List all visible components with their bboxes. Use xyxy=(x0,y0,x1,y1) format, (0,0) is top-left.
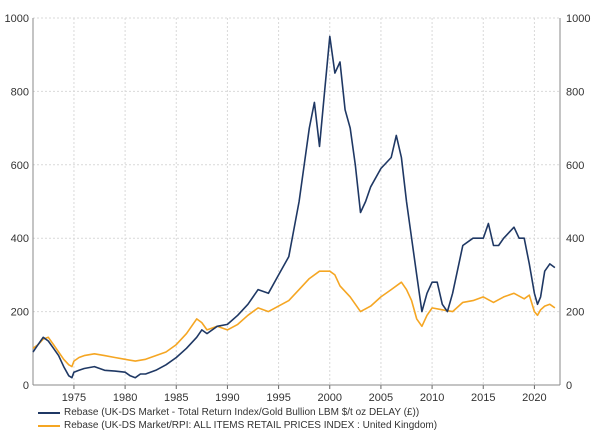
y-tick-label-left: 600 xyxy=(11,160,29,172)
y-axis-left-ticks: 0 200 400 600 800 1000 xyxy=(5,13,29,392)
legend-entry-1: Rebase (UK-DS Market - Total Return Inde… xyxy=(38,406,437,419)
y-tick-label-left: 800 xyxy=(11,86,29,98)
gridlines xyxy=(33,17,560,385)
axes xyxy=(32,18,561,389)
x-tick-label: 1980 xyxy=(113,392,137,404)
x-tick-label: 2010 xyxy=(420,392,444,404)
x-tick-label: 1995 xyxy=(266,392,290,404)
x-tick-label: 1990 xyxy=(215,392,239,404)
y-tick-label-right: 600 xyxy=(566,160,584,172)
y-tick-label-left: 200 xyxy=(11,307,29,319)
legend-swatch-2 xyxy=(38,424,60,427)
legend-label-2: Rebase (UK-DS Market/RPI: ALL ITEMS RETA… xyxy=(64,420,438,431)
x-tick-label: 2000 xyxy=(318,392,342,404)
y-tick-label-right: 0 xyxy=(566,380,572,392)
y-axis-right-ticks: 0 200 400 600 800 1000 xyxy=(566,13,590,392)
y-tick-label-right: 800 xyxy=(566,86,584,98)
legend: Rebase (UK-DS Market - Total Return Inde… xyxy=(38,406,437,432)
legend-swatch-1 xyxy=(38,411,60,414)
x-tick-label: 1985 xyxy=(164,392,188,404)
x-tick-label: 2005 xyxy=(369,392,393,404)
legend-entry-2: Rebase (UK-DS Market/RPI: ALL ITEMS RETA… xyxy=(38,419,437,432)
y-tick-label-left: 1000 xyxy=(5,13,29,25)
x-tick-label: 1975 xyxy=(62,392,86,404)
y-tick-label-left: 400 xyxy=(11,233,29,245)
x-tick-label: 2015 xyxy=(471,392,495,404)
series-line-2 xyxy=(32,270,556,368)
x-axis-ticks: 1975 1980 1985 1990 1995 2000 2005 2010 2015 2020 xyxy=(62,392,547,404)
legend-label-1: Rebase (UK-DS Market - Total Return Inde… xyxy=(64,407,420,418)
y-tick-label-right: 200 xyxy=(566,307,584,319)
x-tick-label: 2020 xyxy=(522,392,546,404)
y-tick-label-left: 0 xyxy=(23,380,29,392)
series-line-1 xyxy=(32,35,556,379)
y-tick-label-right: 400 xyxy=(566,233,584,245)
series-lines xyxy=(32,35,556,379)
y-tick-label-right: 1000 xyxy=(566,13,590,25)
